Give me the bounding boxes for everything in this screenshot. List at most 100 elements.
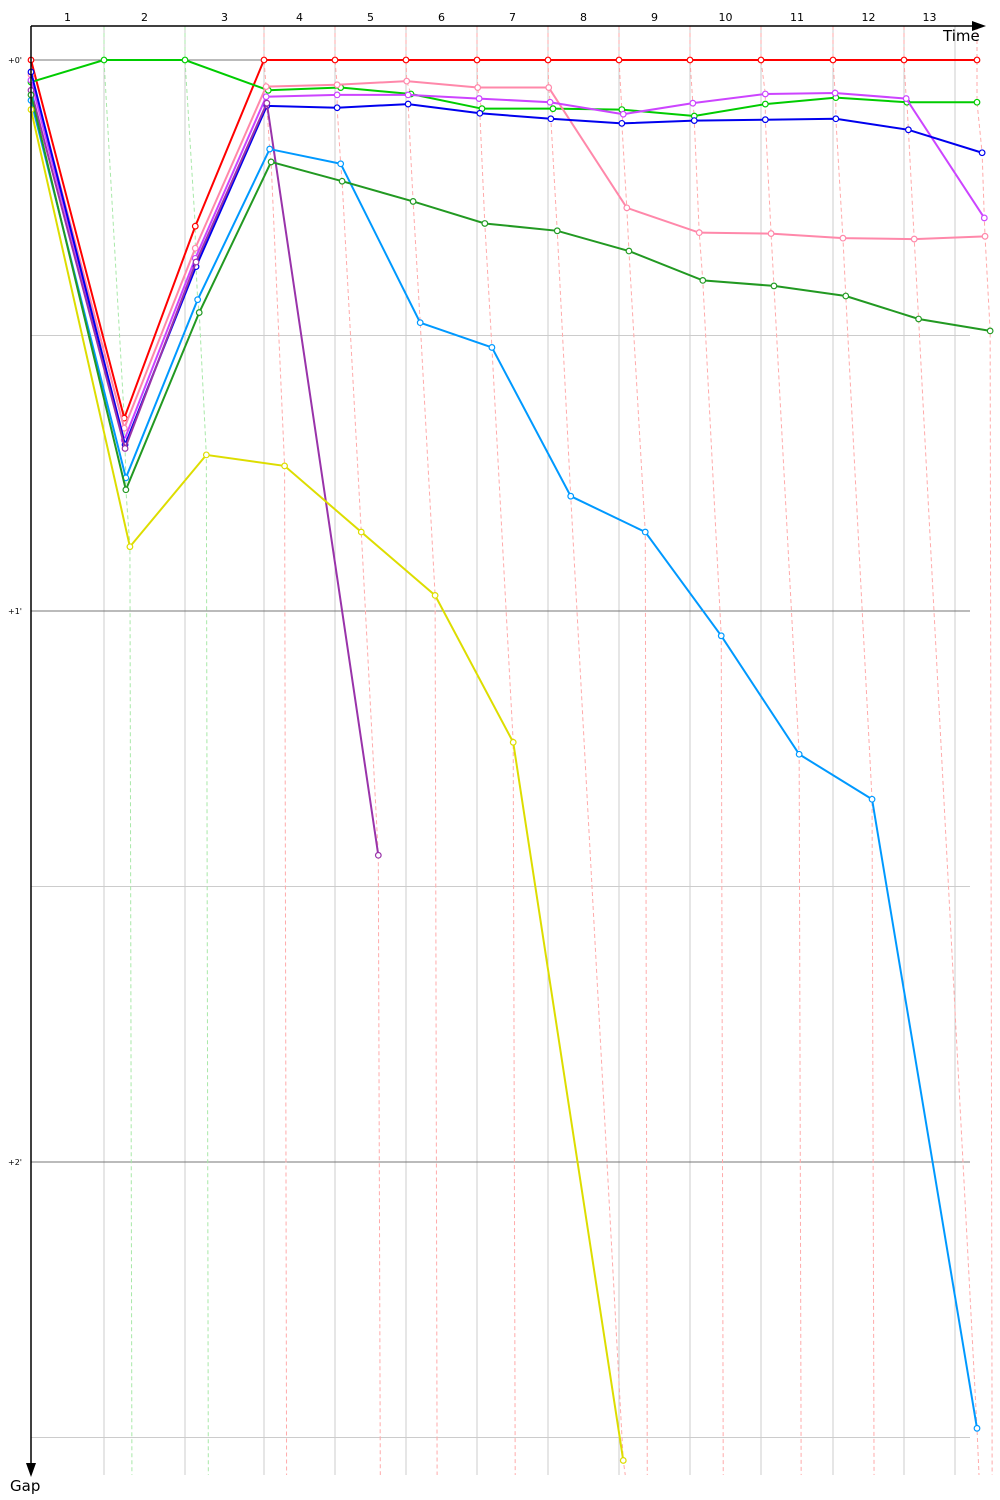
x-tick-label: 9 bbox=[651, 11, 658, 24]
data-point bbox=[619, 110, 627, 118]
data-point bbox=[625, 247, 633, 255]
data-point bbox=[547, 115, 555, 123]
data-point bbox=[431, 591, 439, 599]
data-point bbox=[260, 56, 268, 64]
data-point bbox=[202, 451, 210, 459]
data-point bbox=[266, 145, 274, 153]
data-point bbox=[567, 492, 575, 500]
data-point bbox=[481, 220, 489, 227]
series-line bbox=[30, 100, 978, 1429]
series-group bbox=[27, 56, 994, 1464]
data-point bbox=[357, 528, 365, 536]
data-point bbox=[404, 91, 412, 99]
data-point bbox=[546, 98, 554, 106]
data-point bbox=[402, 56, 410, 64]
lap-line bbox=[103, 26, 133, 1476]
data-point bbox=[194, 296, 202, 304]
data-point bbox=[476, 109, 484, 117]
data-point bbox=[416, 319, 424, 327]
lap-line bbox=[334, 26, 381, 1476]
data-point bbox=[191, 222, 199, 230]
data-point bbox=[986, 327, 994, 335]
data-point bbox=[403, 77, 411, 85]
data-point bbox=[100, 56, 108, 64]
x-axis-label: Time bbox=[942, 27, 980, 45]
data-point bbox=[699, 277, 707, 284]
x-tick-label: 6 bbox=[438, 11, 445, 24]
grid bbox=[31, 26, 970, 1475]
x-tick-label: 13 bbox=[923, 11, 937, 24]
data-point bbox=[191, 244, 199, 252]
x-tick-label: 4 bbox=[296, 11, 303, 24]
data-point bbox=[333, 91, 341, 99]
data-point bbox=[333, 104, 341, 112]
y-tick-label: +2' bbox=[8, 1158, 22, 1167]
data-point bbox=[690, 117, 698, 125]
x-axis-arrow-icon bbox=[972, 21, 986, 31]
x-tick-label: 11 bbox=[790, 11, 804, 24]
data-point bbox=[192, 258, 200, 266]
x-tick-label: 12 bbox=[862, 11, 876, 24]
data-point bbox=[195, 309, 203, 316]
data-point bbox=[839, 234, 847, 242]
axes: +0'+1'+2'1 2 3 4 5 6 7 8 9 10 11 12 13 bbox=[8, 11, 986, 1477]
data-point bbox=[618, 119, 626, 127]
data-point bbox=[761, 116, 769, 124]
data-point bbox=[267, 158, 275, 166]
data-point bbox=[263, 99, 271, 107]
data-point bbox=[475, 95, 483, 102]
data-point bbox=[973, 1424, 981, 1432]
data-point bbox=[831, 89, 839, 97]
series-line bbox=[30, 71, 983, 449]
data-point bbox=[549, 105, 557, 113]
x-tick-label: 8 bbox=[580, 11, 587, 24]
data-point bbox=[829, 56, 837, 64]
data-point bbox=[122, 486, 130, 494]
data-point bbox=[761, 100, 769, 108]
data-point bbox=[641, 528, 649, 536]
series bbox=[27, 76, 988, 444]
data-point bbox=[615, 56, 623, 64]
data-point bbox=[686, 56, 694, 64]
data-point bbox=[623, 204, 631, 212]
data-point bbox=[488, 344, 496, 351]
lap-line bbox=[689, 26, 724, 1476]
x-tick-label: 2 bbox=[141, 11, 148, 24]
lap-line bbox=[405, 26, 438, 1476]
y-axis-arrow-icon bbox=[26, 1463, 36, 1477]
data-point bbox=[509, 738, 517, 746]
y-axis-label: Gap bbox=[10, 1477, 40, 1495]
series-line bbox=[30, 74, 986, 432]
y-tick-label: +1' bbox=[8, 607, 22, 616]
data-point bbox=[980, 214, 988, 222]
series-line bbox=[30, 79, 986, 444]
data-point bbox=[553, 227, 561, 235]
data-point bbox=[409, 198, 417, 205]
data-point bbox=[331, 56, 339, 64]
x-tick-label: 1 bbox=[64, 11, 71, 24]
data-point bbox=[619, 1457, 627, 1464]
series-line bbox=[30, 59, 977, 118]
lap-line bbox=[547, 26, 626, 1476]
series-line bbox=[30, 109, 625, 1461]
data-point bbox=[761, 90, 769, 98]
data-point bbox=[695, 229, 703, 237]
series bbox=[27, 56, 981, 422]
x-tick-label: 10 bbox=[719, 11, 733, 24]
data-point bbox=[902, 95, 910, 102]
data-point bbox=[978, 149, 986, 157]
series-line bbox=[30, 94, 991, 494]
data-point bbox=[832, 115, 840, 123]
data-point bbox=[973, 56, 981, 64]
lap-line bbox=[976, 26, 993, 1476]
data-point bbox=[404, 100, 412, 108]
data-point bbox=[910, 235, 918, 243]
lap-line bbox=[832, 26, 875, 1476]
data-point bbox=[545, 84, 553, 91]
data-point bbox=[374, 851, 382, 859]
data-point bbox=[842, 292, 850, 300]
data-point bbox=[915, 315, 922, 323]
data-point bbox=[904, 126, 912, 134]
series bbox=[27, 56, 981, 120]
data-point bbox=[900, 56, 908, 64]
